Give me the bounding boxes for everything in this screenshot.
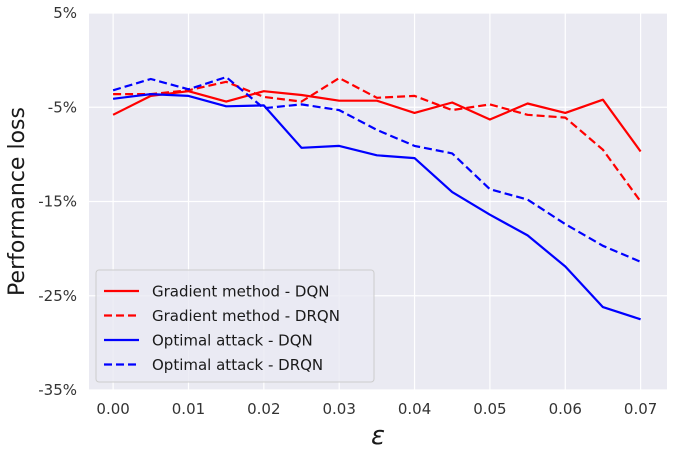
x-tick-labels: 0.00 0.01 0.02 0.03 0.04 0.05 0.06 0.07 xyxy=(96,400,657,418)
legend-box xyxy=(95,269,375,383)
grid-lines xyxy=(89,12,667,391)
legend-label: Optimal attack - DRQN xyxy=(152,356,323,374)
y-tick-label: -5% xyxy=(48,98,77,116)
series-line-2 xyxy=(112,92,641,321)
y-tick-label: -25% xyxy=(38,287,77,305)
y-tick-labels: 5% -5% -15% -25% -35% xyxy=(38,4,77,399)
y-tick-label: -35% xyxy=(38,381,77,399)
series-line-1 xyxy=(113,76,642,203)
series-lines xyxy=(112,75,642,321)
x-tick-label: 0.01 xyxy=(172,400,205,418)
legend-label: Optimal attack - DQN xyxy=(152,332,313,350)
y-tick-label: -15% xyxy=(38,193,77,211)
y-tick-label: 5% xyxy=(53,4,77,22)
x-tick-label: 0.02 xyxy=(247,400,280,418)
x-axis-label: ε xyxy=(371,421,385,451)
x-tick-label: 0.05 xyxy=(473,400,506,418)
legend: Gradient method - DQN Gradient method - D… xyxy=(95,269,375,383)
legend-label: Gradient method - DQN xyxy=(152,283,330,301)
y-axis-label: Performance loss xyxy=(5,107,30,296)
x-tick-label: 0.04 xyxy=(398,400,431,418)
x-tick-label: 0.03 xyxy=(322,400,355,418)
legend-label: Gradient method - DRQN xyxy=(152,307,340,325)
x-tick-label: 0.06 xyxy=(549,400,582,418)
x-tick-label: 0.07 xyxy=(624,400,657,418)
series-line-3 xyxy=(112,75,642,263)
series-line-0 xyxy=(112,90,642,153)
x-tick-label: 0.00 xyxy=(96,400,129,418)
